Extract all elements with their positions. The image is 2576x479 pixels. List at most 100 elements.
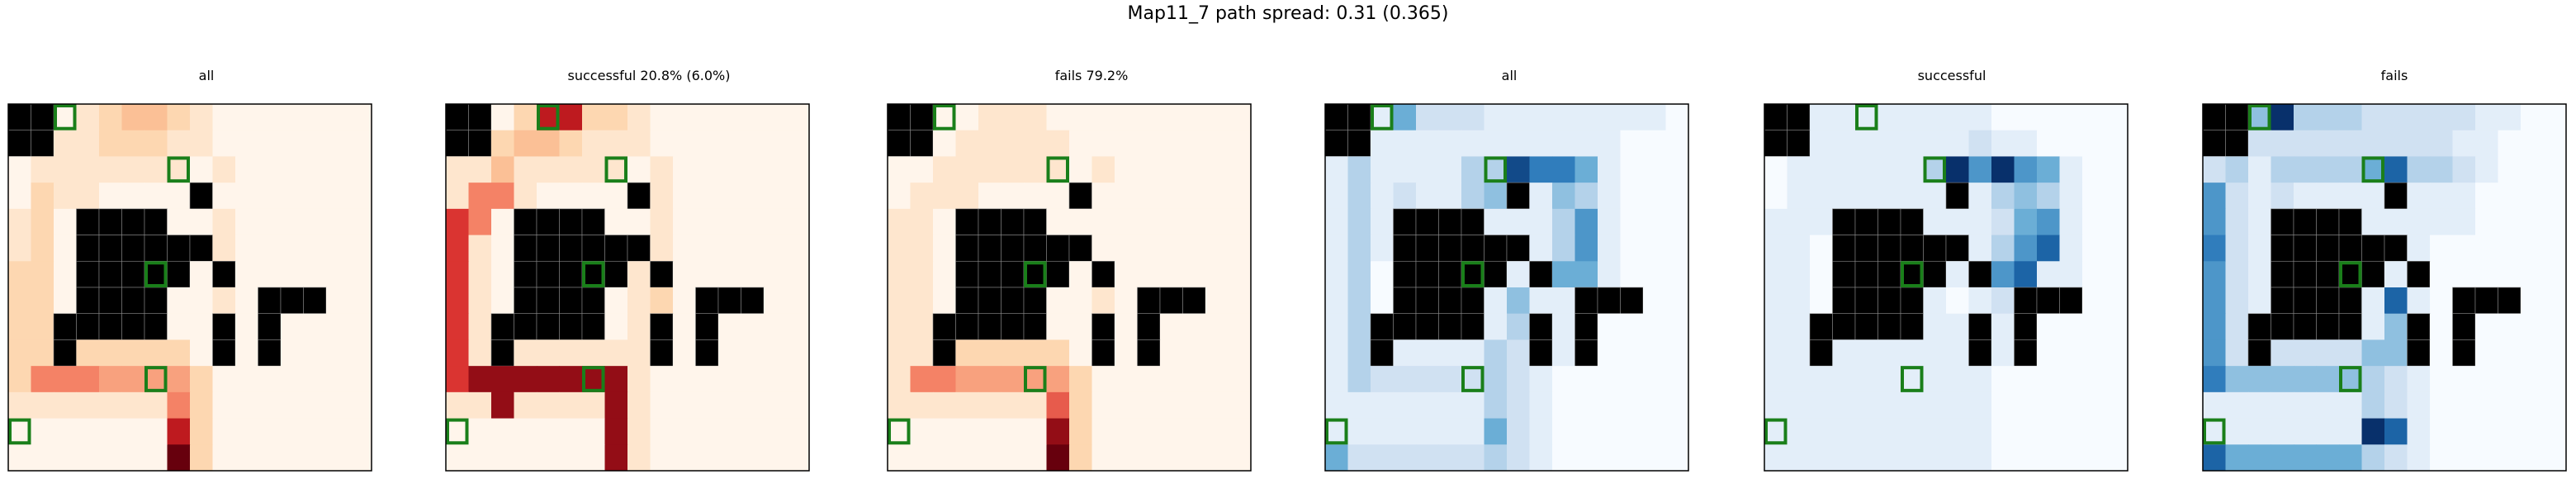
- heat-cell: [2271, 130, 2294, 157]
- wall-cell: [537, 261, 560, 288]
- heat-cell: [2407, 156, 2431, 183]
- wall-cell: [2294, 235, 2317, 262]
- heat-cell: [1091, 418, 1115, 445]
- heat-cell: [1620, 104, 1644, 131]
- heat-cell: [2248, 208, 2271, 236]
- waypoint-marker: [54, 104, 77, 130]
- heat-cell: [695, 104, 719, 131]
- heat-cell: [31, 366, 54, 393]
- heat-cell: [1923, 391, 1947, 420]
- heat-cell: [2498, 444, 2522, 472]
- heat-cell: [1001, 391, 1025, 420]
- heat-cell: [2521, 208, 2544, 236]
- wall-cell: [2271, 208, 2294, 236]
- heat-cell: [2014, 130, 2038, 157]
- heat-cell: [1832, 339, 1856, 367]
- heat-cell: [1137, 183, 1161, 210]
- heat-cell: [559, 339, 583, 367]
- heat-cell: [2452, 183, 2476, 210]
- heat-cell: [1393, 339, 1417, 367]
- heat-cell: [1991, 208, 2015, 236]
- heat-cell: [1552, 339, 1575, 367]
- wall-cell: [1855, 235, 1878, 262]
- heat-cell: [1810, 235, 1833, 262]
- heat-cell: [76, 130, 100, 157]
- heat-cell: [1438, 391, 1462, 420]
- heat-cell: [2407, 366, 2431, 393]
- heat-cell: [2543, 261, 2567, 288]
- heat-cell: [764, 391, 787, 420]
- heat-cell: [1484, 183, 1508, 210]
- heat-cell: [2339, 104, 2362, 131]
- heat-cell: [1160, 313, 1183, 340]
- wall-cell: [1968, 261, 1992, 288]
- heat-cell: [1024, 418, 1047, 445]
- heat-cell: [1484, 287, 1508, 315]
- heat-cell: [1046, 104, 1070, 131]
- heat-cell: [1069, 130, 1092, 157]
- heat-cell: [1574, 418, 1598, 445]
- heat-cell: [2059, 235, 2083, 262]
- heat-cell: [1832, 366, 1856, 393]
- heat-cell: [910, 235, 934, 262]
- heat-cell: [2384, 366, 2408, 393]
- heat-cell: [1574, 261, 1598, 288]
- wall-cell: [1574, 287, 1598, 315]
- heat-cell: [1923, 104, 1947, 131]
- wall-cell: [2384, 183, 2408, 210]
- heat-cell: [235, 156, 258, 183]
- heat-cell: [888, 287, 911, 315]
- heat-cell: [1787, 366, 1811, 393]
- heat-cell: [2475, 444, 2498, 472]
- heat-cell: [1182, 104, 1206, 131]
- waypoint-marker: [582, 366, 605, 392]
- heat-cell: [167, 391, 191, 420]
- heat-cell: [627, 391, 651, 420]
- heat-cell: [1160, 235, 1183, 262]
- heat-cell: [468, 208, 492, 236]
- heat-cell: [31, 235, 54, 262]
- heat-cell: [1137, 104, 1161, 131]
- wall-cell: [650, 339, 674, 367]
- wall-cell: [1461, 261, 1485, 288]
- wall-cell: [1046, 261, 1070, 288]
- heat-cell: [2059, 183, 2083, 210]
- heat-cell: [1205, 261, 1229, 288]
- heat-cell: [348, 313, 372, 340]
- heat-cell: [627, 287, 651, 315]
- heat-cell: [281, 418, 304, 445]
- heat-cell: [582, 391, 605, 420]
- heat-cell: [446, 235, 469, 262]
- heat-cell: [2430, 313, 2453, 340]
- wall-cell: [650, 261, 674, 288]
- heat-cell: [303, 130, 327, 157]
- waypoint-marker: [1046, 156, 1069, 183]
- heat-cell: [1160, 104, 1183, 131]
- heat-cell: [258, 104, 282, 131]
- wall-cell: [604, 235, 628, 262]
- heat-cell: [348, 444, 372, 472]
- heat-cell: [1024, 156, 1047, 183]
- heat-cell: [2452, 235, 2476, 262]
- heat-cell: [1574, 183, 1598, 210]
- wall-cell: [955, 208, 979, 236]
- heat-cell: [144, 444, 168, 472]
- wall-cell: [955, 287, 979, 315]
- heat-cell: [1484, 339, 1508, 367]
- heat-cell: [491, 418, 514, 445]
- heat-cell: [1598, 444, 1621, 472]
- heat-cell: [514, 391, 537, 420]
- heat-cell: [281, 366, 304, 393]
- heat-cell: [144, 339, 168, 367]
- wall-cell: [1529, 313, 1553, 340]
- heat-cell: [2498, 418, 2522, 445]
- wall-cell: [2014, 287, 2038, 315]
- heat-cell: [1182, 208, 1206, 236]
- axes-frame: [2202, 103, 2567, 472]
- panel-4-title: all: [1501, 68, 1518, 83]
- heat-cell: [604, 391, 628, 420]
- heat-cell: [910, 366, 934, 393]
- heat-cell: [190, 444, 213, 472]
- heat-cell: [2248, 183, 2271, 210]
- heat-cell: [1620, 261, 1644, 288]
